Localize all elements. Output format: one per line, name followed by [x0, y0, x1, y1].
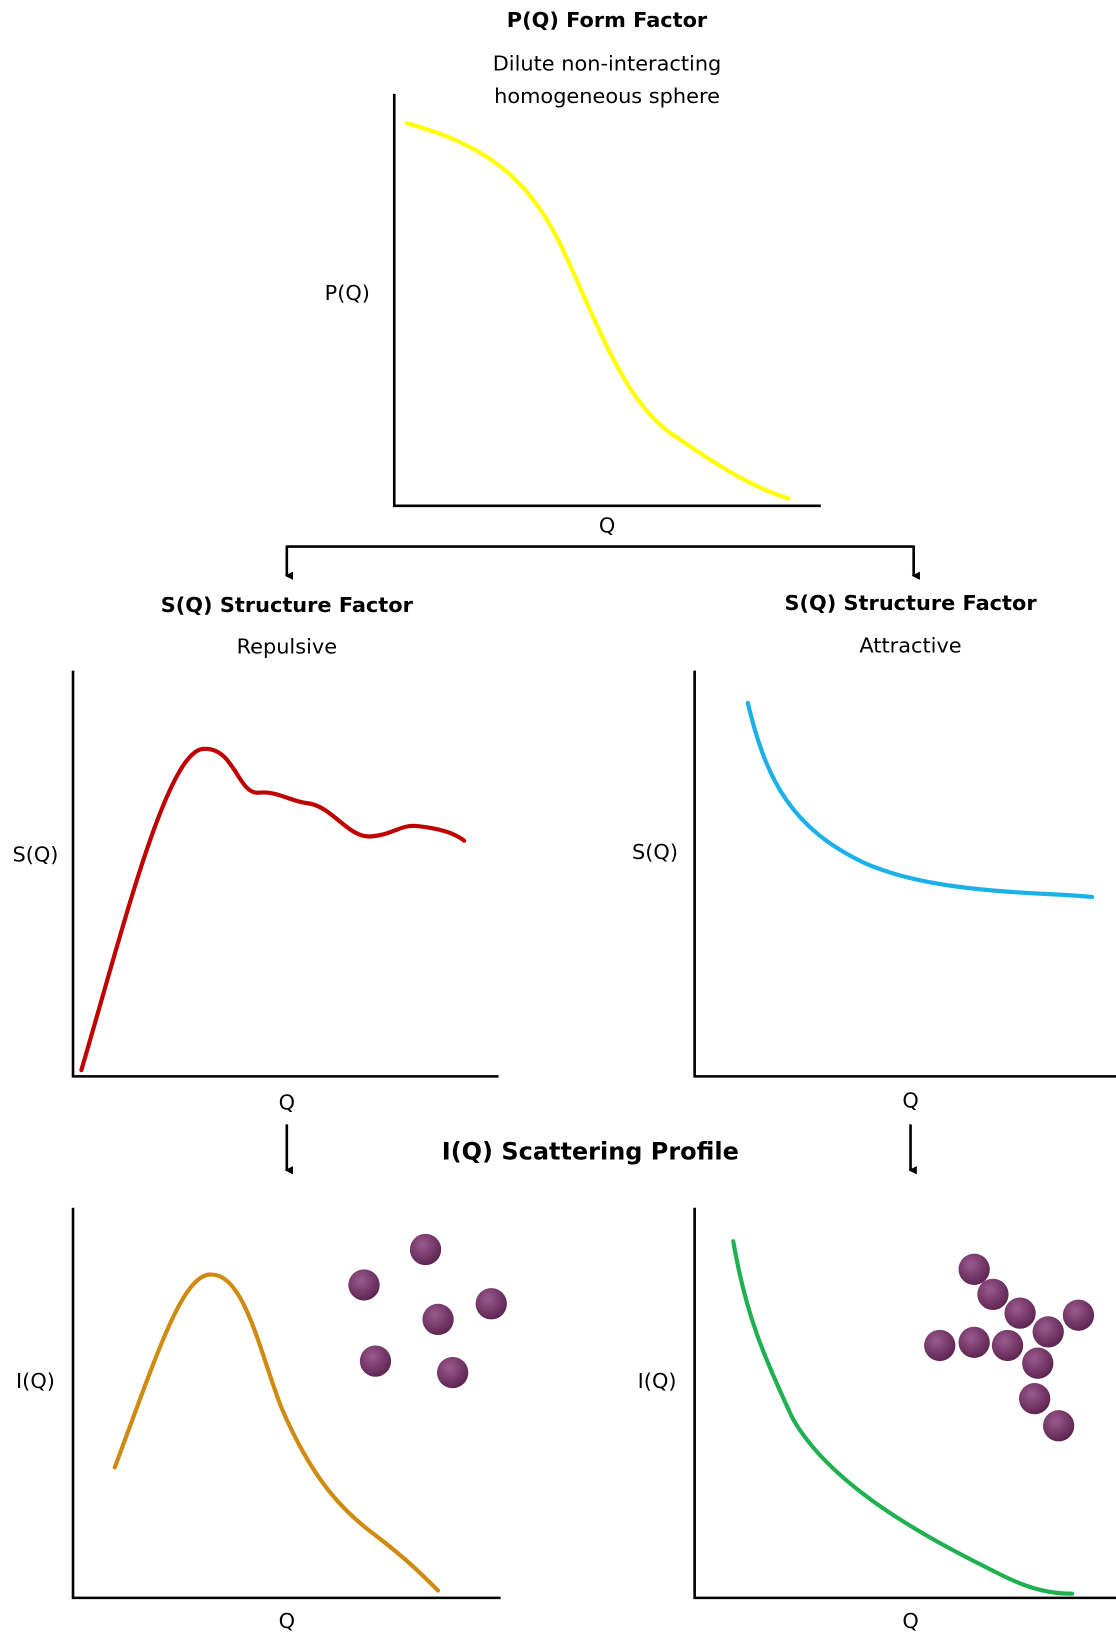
particle [437, 1357, 468, 1388]
title: S(Q) Structure Factor [161, 593, 414, 617]
x-label: Q [599, 514, 615, 538]
axes [394, 94, 821, 506]
particle [476, 1288, 507, 1319]
particle [992, 1330, 1023, 1361]
particle [1063, 1300, 1094, 1331]
particles [924, 1254, 1094, 1442]
particle [977, 1279, 1008, 1310]
subtitle: Attractive [859, 634, 961, 658]
subtitle: Dilute non-interacting [493, 52, 722, 76]
title: P(Q) Form Factor [507, 8, 708, 32]
title: S(Q) Structure Factor [784, 591, 1037, 615]
particle [1022, 1348, 1053, 1379]
particles [348, 1234, 507, 1388]
particle [924, 1330, 955, 1361]
curve [733, 1241, 1072, 1594]
y-label: S(Q) [12, 842, 58, 866]
y-label: S(Q) [632, 840, 678, 864]
curve [407, 123, 789, 498]
particle [348, 1269, 379, 1300]
subtitle: Repulsive [237, 635, 338, 659]
particle [959, 1254, 990, 1285]
curve [81, 749, 464, 1070]
section-title: I(Q) Scattering Profile [442, 1138, 739, 1166]
curve [115, 1275, 438, 1591]
axes [695, 671, 1116, 1077]
page: P(Q) Form Factor Dilute non-interacting … [0, 0, 1116, 1635]
particle [1033, 1316, 1064, 1347]
particle [959, 1327, 990, 1358]
y-label: I(Q) [16, 1369, 55, 1393]
particle [1043, 1410, 1074, 1441]
particle [422, 1304, 453, 1335]
x-label: Q [902, 1609, 918, 1633]
subtitle: homogeneous sphere [494, 84, 720, 108]
particle [1004, 1297, 1035, 1328]
diagram: P(Q) Form Factor Dilute non-interacting … [0, 0, 1116, 1635]
x-label: Q [279, 1609, 295, 1633]
y-label: I(Q) [638, 1369, 677, 1393]
content: P(Q) Form Factor Dilute non-interacting … [12, 8, 1116, 1633]
particle [360, 1345, 391, 1376]
x-label: Q [279, 1090, 295, 1114]
y-label: P(Q) [325, 281, 370, 305]
particle [410, 1234, 441, 1265]
particle [1019, 1383, 1050, 1414]
axes [73, 671, 499, 1077]
x-label: Q [902, 1088, 918, 1112]
axes [695, 1208, 1116, 1598]
curve [748, 703, 1092, 897]
